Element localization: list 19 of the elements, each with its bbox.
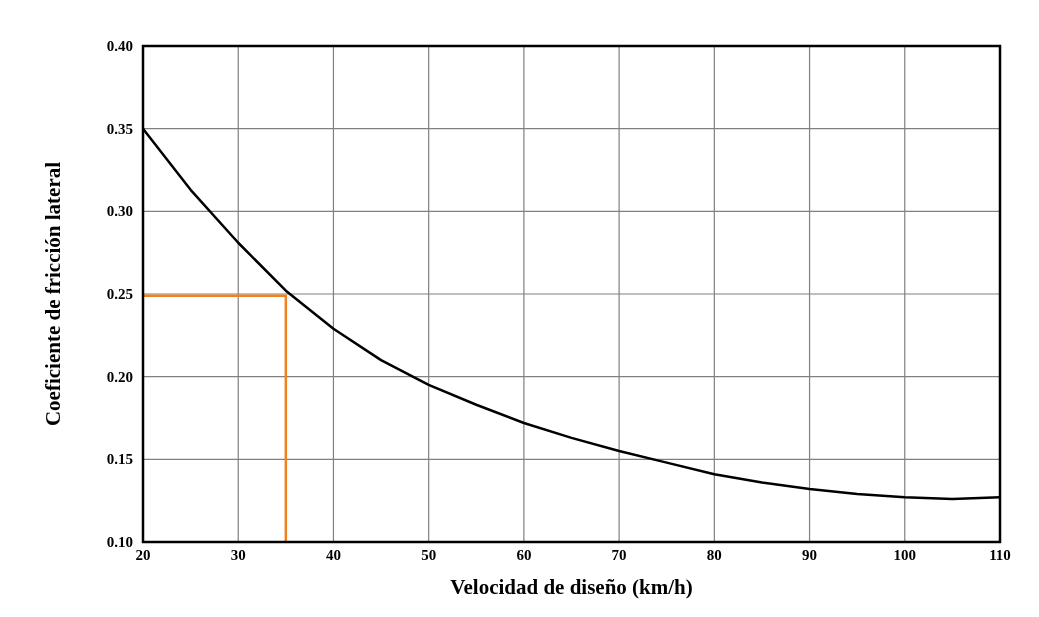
x-tick-label: 80 [706, 547, 722, 563]
y-tick-label: 0.25 [106, 286, 133, 302]
x-axis-title: Velocidad de diseño (km/h) [450, 575, 693, 599]
y-tick-label: 0.35 [106, 120, 133, 137]
x-tick-label: 90 [802, 547, 818, 563]
y-tick-label: 0.40 [106, 38, 133, 54]
y-tick-label: 0.20 [106, 368, 133, 385]
x-tick-label: 30 [230, 547, 246, 563]
y-axis-title: Coeficiente de fricción lateral [41, 161, 65, 427]
y-tick-label: 0.15 [106, 451, 133, 468]
y-tick-label: 0.10 [106, 534, 133, 550]
x-tick-label: 40 [325, 547, 341, 563]
x-tick-label: 100 [893, 547, 917, 563]
y-tick-label: 0.30 [106, 203, 133, 220]
x-tick-label: 50 [421, 547, 437, 563]
x-tick-label: 60 [516, 547, 532, 563]
x-tick-label: 20 [135, 547, 151, 563]
x-tick-label: 110 [989, 547, 1011, 563]
x-tick-label: 70 [611, 547, 627, 563]
